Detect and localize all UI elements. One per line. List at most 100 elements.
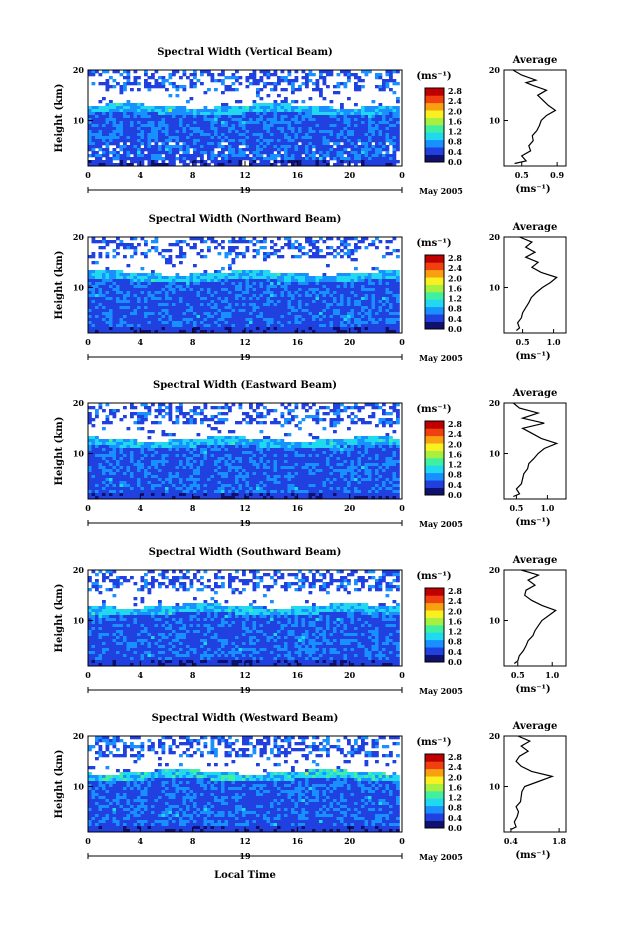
heatmap-cell — [280, 118, 285, 122]
heatmap-cell — [161, 445, 166, 449]
heatmap-cell — [256, 82, 260, 86]
heatmap-cell — [158, 82, 162, 86]
heatmap-cell — [168, 282, 173, 286]
heatmap-cell — [189, 157, 194, 161]
heatmap-cell — [291, 409, 295, 413]
heatmap-cell — [396, 139, 400, 143]
heatmap-cell — [375, 318, 379, 322]
heatmap-cell — [123, 109, 127, 113]
heatmap-cell — [158, 412, 162, 416]
heatmap-cell — [291, 291, 295, 295]
heatmap-cell — [105, 103, 110, 107]
heatmap-cell — [315, 300, 320, 304]
heatmap-cell — [291, 130, 295, 134]
heatmap-cell — [350, 282, 355, 286]
heatmap-cell — [368, 436, 372, 440]
heatmap-cell — [179, 76, 183, 80]
heatmap-cell — [368, 118, 372, 122]
heatmap-cell — [396, 279, 400, 283]
heatmap-cell — [354, 279, 358, 283]
heatmap-cell — [291, 118, 295, 122]
heatmap-cell — [364, 288, 369, 292]
heatmap-cell — [231, 160, 236, 164]
heatmap-cell — [186, 291, 190, 295]
heatmap-cell — [231, 321, 236, 325]
heatmap-cell — [130, 306, 134, 310]
heatmap-cell — [210, 160, 215, 164]
heatmap-cell — [350, 321, 355, 325]
colorbar-band — [425, 88, 444, 96]
heatmap-cell — [270, 145, 274, 149]
heatmap-cell — [126, 306, 131, 310]
heatmap-cell — [270, 112, 274, 116]
heatmap-cell — [214, 109, 218, 113]
heatmap-cell — [368, 136, 372, 140]
heatmap-cell — [249, 418, 253, 422]
heatmap-cell — [375, 127, 379, 131]
heatmap-cell — [186, 445, 190, 449]
heatmap-cell — [270, 306, 274, 310]
heatmap-cell — [294, 70, 299, 74]
heatmap-cell — [312, 321, 316, 325]
heatmap-cell — [389, 124, 393, 128]
heatmap-cell — [350, 318, 355, 322]
heatmap-cell — [119, 145, 124, 149]
colorbar-tick: 2.8 — [448, 86, 462, 96]
heatmap-cell — [259, 451, 264, 455]
heatmap-cell — [161, 255, 166, 259]
heatmap-cell — [284, 103, 288, 107]
heatmap-cell — [126, 100, 131, 104]
heatmap-cell — [350, 127, 355, 131]
heatmap-cell — [179, 85, 183, 89]
heatmap-cell — [392, 306, 397, 310]
heatmap-cell — [357, 282, 362, 286]
heatmap-cell — [263, 291, 267, 295]
heatmap-cell — [109, 133, 113, 137]
heatmap-cell — [385, 327, 390, 331]
heatmap-cell — [312, 252, 316, 256]
heatmap-cell — [168, 76, 173, 80]
heatmap-cell — [116, 127, 120, 131]
heatmap-cell — [161, 249, 166, 253]
heatmap-cell — [186, 315, 190, 319]
heatmap-cell — [326, 151, 330, 155]
heatmap-cell — [315, 118, 320, 122]
x-tick-label: 16 — [292, 337, 304, 347]
heatmap-cell — [270, 109, 274, 113]
heatmap-cell — [392, 237, 397, 241]
heatmap-cell — [315, 285, 320, 289]
heatmap-cell — [130, 142, 134, 146]
heatmap-cell — [280, 76, 285, 80]
heatmap-cell — [343, 306, 348, 310]
heatmap-cell — [343, 142, 348, 146]
heatmap-cell — [347, 330, 351, 334]
heatmap-cell — [210, 406, 215, 410]
heatmap-cell — [305, 136, 309, 140]
heatmap-cell — [238, 448, 243, 452]
heatmap-cell — [308, 451, 313, 455]
heatmap-cell — [361, 106, 365, 110]
heatmap-cell — [277, 330, 281, 334]
heatmap-cell — [130, 315, 134, 319]
heatmap-cell — [284, 273, 288, 277]
heatmap-cell — [91, 309, 96, 313]
heatmap-cell — [165, 412, 169, 416]
heatmap-cell — [389, 442, 393, 446]
heatmap-cell — [217, 321, 222, 325]
heatmap-cell — [228, 324, 232, 328]
heatmap-cell — [329, 318, 334, 322]
heatmap-cell — [277, 324, 281, 328]
heatmap-cell — [133, 448, 138, 452]
heatmap-cell — [242, 288, 246, 292]
heatmap-cell — [147, 109, 152, 113]
heatmap-cell — [280, 403, 285, 407]
heatmap-cell — [301, 306, 306, 310]
heatmap-cell — [235, 297, 239, 301]
heatmap-cell — [91, 418, 96, 422]
heatmap-cell — [210, 309, 215, 313]
heatmap-cell — [364, 445, 369, 449]
heatmap-cell — [144, 451, 148, 455]
heatmap-cell — [259, 279, 264, 283]
heatmap-cell — [280, 291, 285, 295]
heatmap-cell — [207, 330, 211, 334]
